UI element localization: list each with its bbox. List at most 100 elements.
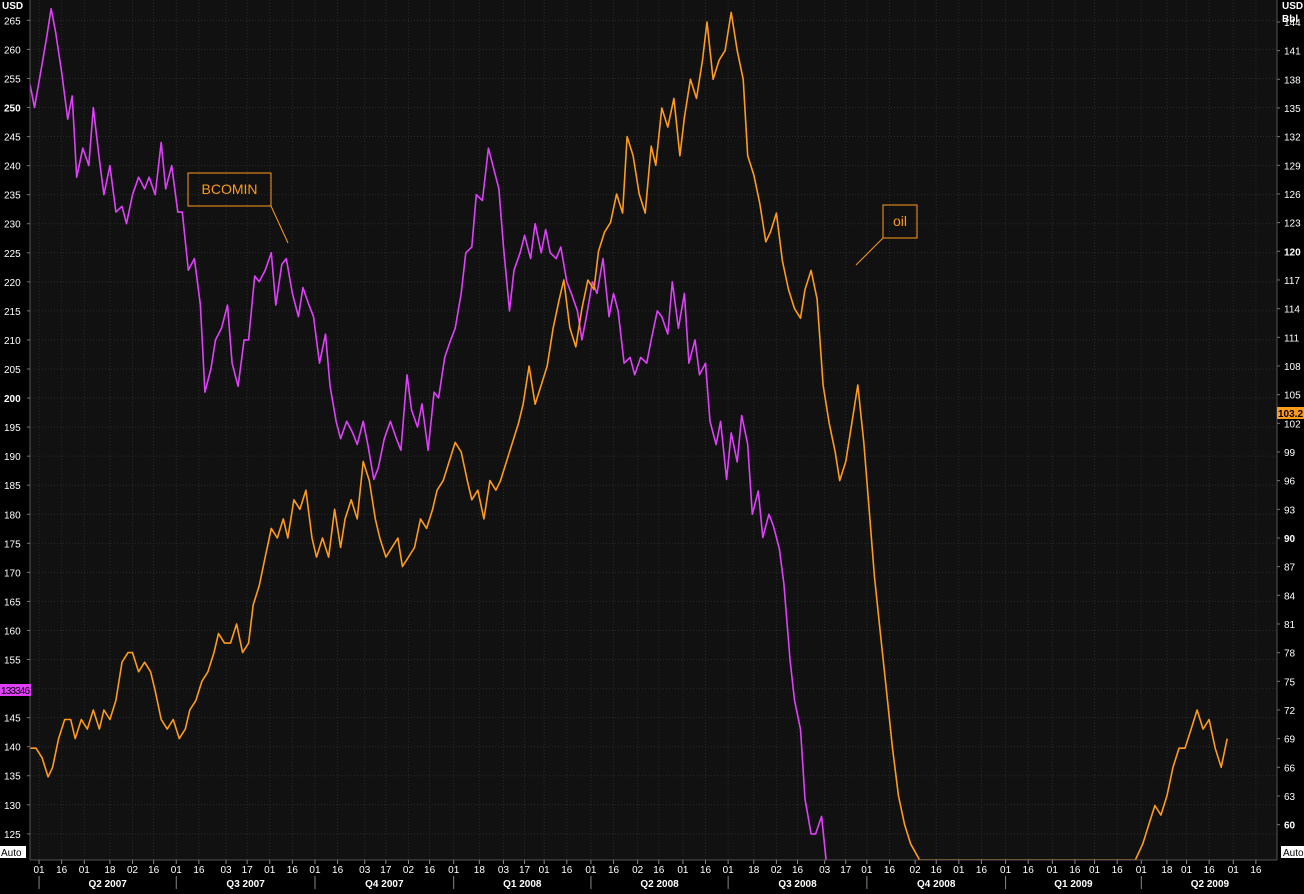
- x-axis-tick-label: 18: [1161, 865, 1173, 876]
- x-axis-tick-label: 01: [171, 865, 183, 876]
- right-axis-panel: [1277, 0, 1304, 860]
- x-axis-tick-label: 01: [448, 865, 460, 876]
- right-axis-tick-label: 60: [1284, 821, 1296, 832]
- left-axis-tick-label: 190: [4, 452, 21, 463]
- x-axis-tick-label: 16: [56, 865, 68, 876]
- x-axis-tick-label: 02: [632, 865, 644, 876]
- quarter-label: Q3 2007: [226, 879, 265, 889]
- x-axis-tick-label: 01: [264, 865, 276, 876]
- left-axis-tick-label: 265: [4, 16, 21, 27]
- left-axis-tick-label: 195: [4, 423, 21, 434]
- x-axis-tick-label: 01: [1047, 865, 1059, 876]
- left-axis-tick-label: 180: [4, 510, 21, 521]
- x-axis-tick-label: 16: [1204, 865, 1216, 876]
- quarter-label: Q2 2008: [640, 879, 679, 889]
- x-axis-tick-label: 01: [79, 865, 91, 876]
- quarter-label: Q1 2008: [503, 879, 542, 889]
- left-axis-tick-label: 135: [4, 772, 21, 783]
- left-axis-tick-label: 170: [4, 568, 21, 579]
- right-axis-tick-label: 69: [1284, 735, 1296, 746]
- x-axis-tick-label: 01: [677, 865, 689, 876]
- series-line-bcomin: [29, 7, 827, 861]
- right-axis-tick-label: 144: [1284, 18, 1301, 29]
- right-axis-tick-label: 123: [1284, 219, 1301, 230]
- x-axis-tick-label: 17: [380, 865, 392, 876]
- x-axis-tick-label: 01: [1228, 865, 1240, 876]
- x-axis-tick-label: 02: [771, 865, 783, 876]
- x-axis-tick-label: 16: [608, 865, 620, 876]
- x-axis-tick-label: 18: [748, 865, 760, 876]
- left-axis-tick-label: 240: [4, 162, 21, 173]
- left-axis-tick-label: 200: [4, 394, 21, 405]
- right-axis-tick-label: 66: [1284, 763, 1296, 774]
- quarter-label: Q4 2008: [917, 879, 956, 889]
- x-axis-tick-label: 16: [700, 865, 712, 876]
- x-axis-tick-label: 16: [931, 865, 943, 876]
- x-axis-tick-label: 03: [220, 865, 232, 876]
- right-axis-tick-label: 90: [1284, 534, 1296, 545]
- bottom-axis-panel: [0, 860, 1304, 889]
- right-axis-tick-label: 63: [1284, 792, 1296, 803]
- right-auto-label: Auto: [1283, 848, 1304, 859]
- right-axis-tick-label: 96: [1284, 477, 1296, 488]
- x-axis-tick-label: 16: [1112, 865, 1124, 876]
- right-axis-tick-label: 108: [1284, 362, 1301, 373]
- quarter-label: Q3 2008: [778, 879, 817, 889]
- left-axis-tick-label: 125: [4, 830, 21, 841]
- annotation-box-bcomin: [187, 172, 272, 207]
- x-axis-tick-label: 16: [1250, 865, 1262, 876]
- left-axis-tick-label: 230: [4, 220, 21, 231]
- right-axis-tick-label: 117: [1284, 276, 1300, 287]
- quarter-label: Q4 2007: [365, 879, 404, 889]
- x-axis-tick-label: 01: [1000, 865, 1012, 876]
- right-axis-tick-label: 99: [1284, 448, 1296, 459]
- quarter-label: Q2 2009: [1191, 879, 1230, 889]
- right-axis-tick-label: 81: [1284, 620, 1296, 631]
- right-axis-tick-label: 138: [1284, 75, 1301, 86]
- annotation-label-bcomin: BCOMIN: [202, 181, 258, 197]
- x-axis-tick-label: 01: [33, 865, 45, 876]
- left-axis-tick-label: 235: [4, 191, 21, 202]
- left-last-value-badge: [0, 684, 31, 696]
- left-axis-tick-label: 205: [4, 365, 21, 376]
- x-axis-tick-label: 01: [539, 865, 551, 876]
- left-axis-tick-label: 130: [4, 801, 21, 812]
- right-axis-tick-label: 126: [1284, 190, 1301, 201]
- x-axis-tick-label: 17: [840, 865, 852, 876]
- right-axis-tick-label: 87: [1284, 563, 1296, 574]
- x-axis-tick-label: 17: [519, 865, 531, 876]
- left-axis-tick-label: 215: [4, 307, 21, 318]
- left-axis-tick-label: 225: [4, 249, 21, 260]
- x-axis-tick-label: 17: [242, 865, 254, 876]
- left-axis-tick-label: 220: [4, 278, 21, 289]
- left-axis-tick-label: 250: [4, 104, 21, 115]
- left-axis-tick-label: 245: [4, 133, 21, 144]
- x-axis-tick-label: 03: [359, 865, 371, 876]
- x-axis-tick-label: 18: [104, 865, 116, 876]
- left-axis-tick-label: 165: [4, 597, 21, 608]
- right-axis-tick-label: 132: [1284, 133, 1301, 144]
- x-axis-tick-label: 03: [498, 865, 510, 876]
- right-axis-tick-label: 93: [1284, 505, 1296, 516]
- left-auto-label: Auto: [1, 848, 22, 859]
- x-axis-tick-label: 01: [585, 865, 597, 876]
- x-axis-tick-label: 16: [884, 865, 896, 876]
- annotation-label-oil: oil: [893, 213, 907, 229]
- x-axis-tick-label: 02: [910, 865, 922, 876]
- x-axis-tick-label: 16: [424, 865, 436, 876]
- x-axis-tick-label: 16: [193, 865, 205, 876]
- right-axis-tick-label: 141: [1284, 47, 1301, 58]
- right-axis-unit-top: USD: [1282, 1, 1303, 12]
- right-auto-button: [1281, 846, 1304, 858]
- left-axis-tick-label: 145: [4, 714, 21, 725]
- x-axis-tick-label: 18: [474, 865, 486, 876]
- left-axis-tick-label: 155: [4, 656, 21, 667]
- left-axis-tick-label: 140: [4, 743, 21, 754]
- right-last-value-badge: [1277, 407, 1304, 419]
- x-axis-tick-label: 16: [148, 865, 160, 876]
- x-axis-tick-label: 01: [953, 865, 965, 876]
- x-axis-tick-label: 01: [1181, 865, 1193, 876]
- x-axis-tick-label: 01: [309, 865, 321, 876]
- left-axis-panel: [0, 0, 30, 860]
